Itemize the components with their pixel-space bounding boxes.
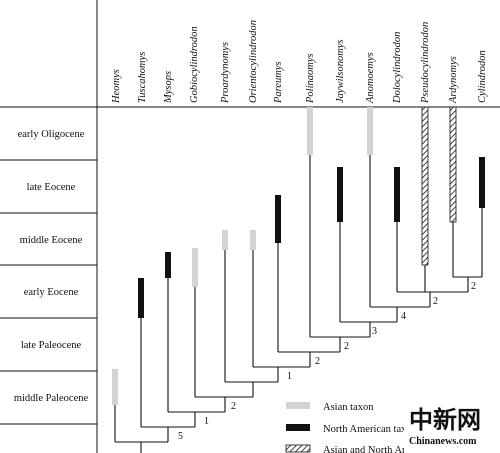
epoch-label: late Eocene <box>27 182 76 193</box>
stratigraphic-range-bars <box>112 106 485 405</box>
node-label: 2 <box>471 281 476 292</box>
node-label: 1 <box>204 416 209 427</box>
taxon-label: Cylindrodon <box>477 50 488 103</box>
range-bar-anomoemys <box>367 107 373 155</box>
taxon-label: Anomoemys <box>365 52 376 104</box>
range-bar-heomys <box>112 369 118 405</box>
legend-label-both: Asian and North American taxon <box>323 445 463 453</box>
legend-label-north-american: North American taxon <box>323 424 418 435</box>
range-bar-jaywilsonomys <box>337 167 343 222</box>
range-bar-mysops <box>165 252 171 278</box>
range-bar-pareumys <box>275 195 281 243</box>
node-label: 1 <box>287 371 292 382</box>
legend-swatch-asian <box>286 402 310 409</box>
node-label: 2 <box>344 341 349 352</box>
range-bar-cylindrodon <box>479 157 485 208</box>
taxon-label: Dolocylindrodon <box>392 32 403 104</box>
watermark-logo-en: Chinanews.com <box>409 436 477 447</box>
range-bar-dolocylindrodon <box>394 167 400 222</box>
taxon-label: Jaywilsonomys <box>335 39 346 103</box>
node-label: 2 <box>433 296 438 307</box>
range-bar-tuscahomys <box>138 278 144 318</box>
node-label: 5 <box>178 431 183 442</box>
legend: Asian taxon North American taxon Asian a… <box>285 402 463 453</box>
epoch-label: late Paleocene <box>21 340 82 351</box>
taxon-label: Gobiocylindrodon <box>189 26 200 103</box>
epoch-label: early Oligocene <box>18 129 85 140</box>
node-label: 4 <box>401 311 406 322</box>
legend-swatch-both <box>285 444 311 453</box>
epoch-label: middle Paleocene <box>14 393 89 404</box>
watermark: 中新网 Chinanews.com <box>404 403 500 453</box>
taxon-label: Tuscahomys <box>137 52 148 103</box>
range-bar-orientocylindrodon <box>250 230 256 250</box>
taxon-label: Polinaomys <box>305 53 316 104</box>
watermark-logo-cn: 中新网 <box>409 406 481 434</box>
epoch-label: middle Eocene <box>20 235 83 246</box>
taxon-label: Orientocylindrodon <box>248 20 259 103</box>
taxon-label: Mysops <box>163 71 174 104</box>
taxon-label: Heomys <box>111 69 122 104</box>
legend-swatch-north-american <box>286 424 310 431</box>
epoch-label: early Eocene <box>24 287 79 298</box>
epoch-labels: early Oligocene late Eocene middle Eocen… <box>14 129 89 404</box>
range-bar-polinaomys <box>307 107 313 155</box>
range-bar-pseudocylindrodon <box>421 106 429 266</box>
range-bar-proardynomys <box>222 230 228 250</box>
taxon-label: Ardynomys <box>448 56 459 104</box>
node-label: 3 <box>372 326 377 337</box>
range-bar-gobiocylindrodon <box>192 248 198 287</box>
taxon-label: Pareumys <box>273 61 284 104</box>
taxon-label: Pseudocylindrodon <box>420 22 431 104</box>
legend-label-asian: Asian taxon <box>323 402 374 413</box>
taxon-label: Proardynomys <box>220 42 231 104</box>
node-support-labels: 5 1 2 1 2 2 3 4 2 2 <box>178 281 476 442</box>
node-label: 2 <box>315 356 320 367</box>
range-bar-ardynomys <box>449 106 457 223</box>
node-label: 2 <box>231 401 236 412</box>
taxon-labels: Heomys Tuscahomys Mysops Gobiocylindrodo… <box>111 20 488 104</box>
